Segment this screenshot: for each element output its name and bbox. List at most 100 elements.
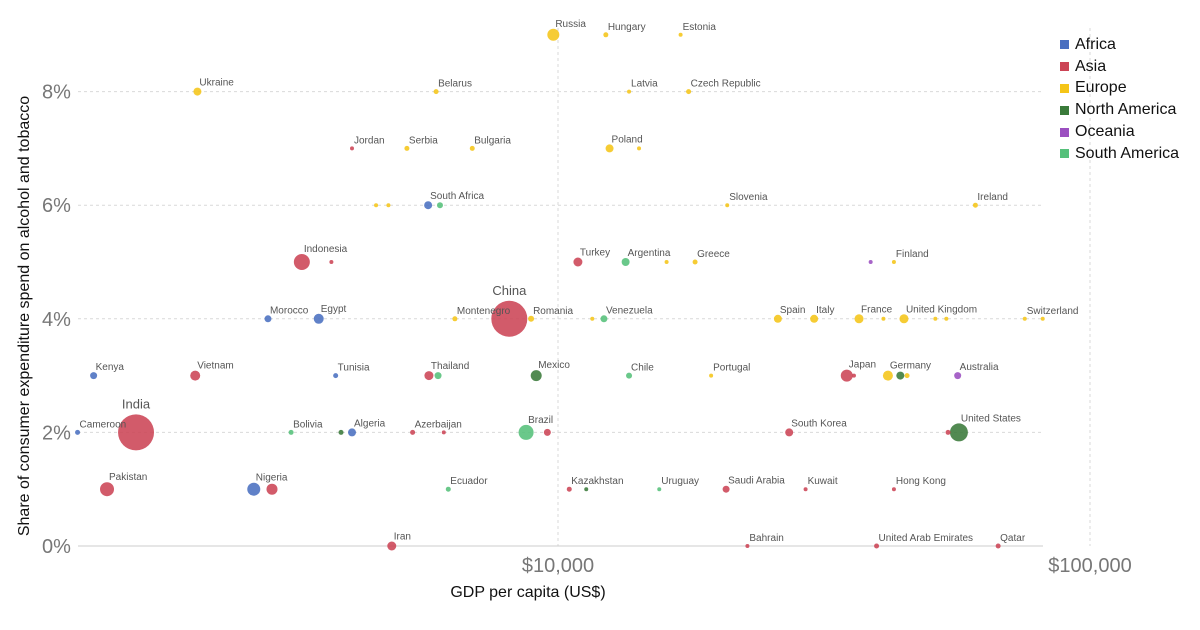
data-point: [626, 372, 633, 379]
data-point: [803, 487, 808, 492]
data-point: [945, 429, 951, 435]
data-point: [333, 373, 339, 379]
data-point: [348, 428, 357, 437]
legend: Africa Asia Europe North America Oceania Sout…: [1060, 34, 1179, 165]
x-tick-label: $10,000: [522, 555, 594, 577]
data-point: [543, 428, 551, 436]
data-point: [193, 87, 202, 96]
y-tick-label: 6%: [42, 195, 71, 217]
data-point-label: Portugal: [713, 363, 750, 374]
data-point-label: Algeria: [354, 418, 386, 429]
data-point: [338, 429, 344, 435]
data-point: [722, 485, 730, 493]
data-point: [600, 315, 608, 323]
legend-swatch: [1060, 40, 1069, 50]
data-point: [944, 316, 949, 321]
legend-item: Africa: [1060, 34, 1179, 56]
data-point-label: Saudi Arabia: [728, 476, 785, 487]
data-point: [445, 486, 451, 492]
data-point: [530, 370, 542, 382]
x-axis-tick-labels: $10,000 $100,000: [522, 555, 1132, 577]
data-point-label: Nigeria: [256, 473, 288, 484]
data-point-label: Italy: [816, 305, 834, 316]
data-point: [678, 32, 683, 37]
data-point-label: Thailand: [431, 361, 469, 372]
data-point: [854, 314, 864, 324]
data-point: [851, 373, 856, 378]
data-point: [891, 260, 896, 264]
legend-label: Africa: [1075, 35, 1116, 53]
data-point: [436, 202, 443, 209]
data-point-label: Kazakhstan: [571, 476, 623, 487]
data-point: [692, 259, 698, 265]
legend-item: Asia: [1060, 56, 1179, 78]
data-point: [627, 89, 632, 94]
data-point-label: United Kingdom: [906, 304, 977, 315]
data-point: [518, 424, 534, 440]
data-point: [441, 430, 446, 435]
data-point: [590, 316, 595, 321]
data-point-label: Germany: [890, 361, 931, 372]
data-point: [264, 315, 272, 323]
data-point: [452, 316, 458, 322]
data-point-label: Ireland: [977, 192, 1008, 203]
data-point-labels: Russia Hungary Estonia Ukraine Belarus Latvia…: [80, 19, 1079, 544]
data-point: [709, 373, 714, 378]
data-point-label: United States: [961, 413, 1021, 424]
legend-swatch: [1060, 127, 1069, 137]
data-point-label: Vietnam: [197, 361, 234, 372]
data-point-label: Hong Kong: [896, 476, 946, 487]
legend-item: North America: [1060, 99, 1179, 121]
data-point: [374, 203, 379, 208]
data-point-label: Morocco: [270, 305, 309, 316]
data-point-label: Azerbaijan: [415, 419, 462, 430]
data-point: [434, 372, 442, 380]
data-point: [637, 146, 642, 151]
data-point-label: France: [861, 304, 893, 315]
data-point: [881, 316, 886, 321]
data-point: [745, 544, 750, 548]
data-point: [266, 483, 278, 495]
data-point-label: Pakistan: [109, 472, 147, 483]
data-point-label: South Africa: [430, 191, 484, 202]
data-point-label: Cameroon: [80, 419, 127, 430]
data-point: [868, 260, 873, 264]
legend-swatch: [1060, 83, 1069, 93]
y-tick-label: 4%: [42, 309, 71, 331]
data-point-label: Ukraine: [199, 78, 234, 89]
data-point: [840, 369, 853, 382]
y-axis-label: Share of consumer expenditure spend on a…: [16, 96, 33, 536]
data-point: [424, 201, 433, 210]
data-point: [621, 258, 630, 266]
data-point: [288, 429, 294, 435]
data-point-label: Finland: [896, 249, 929, 260]
data-point-label: India: [122, 396, 151, 411]
data-point-label: United Arab Emirates: [879, 533, 974, 544]
data-point: [785, 428, 794, 437]
data-point-label: Turkey: [580, 248, 610, 259]
y-tick-label: 2%: [42, 422, 71, 444]
data-point: [573, 257, 583, 267]
data-point-label: Montenegro: [457, 306, 511, 317]
data-point: [584, 487, 589, 492]
data-point: [313, 313, 324, 324]
legend-item: Oceania: [1060, 121, 1179, 143]
data-point: [954, 372, 962, 380]
data-point: [891, 487, 896, 492]
data-point-label: Estonia: [683, 22, 717, 33]
data-point: [603, 32, 609, 38]
legend-swatch: [1060, 149, 1069, 159]
data-point: [90, 372, 98, 380]
legend-swatch: [1060, 62, 1069, 72]
data-point: [1040, 316, 1045, 321]
data-point: [896, 371, 905, 380]
data-points: [75, 28, 1045, 551]
legend-swatch: [1060, 105, 1069, 115]
data-point: [100, 482, 115, 497]
legend-item: South America: [1060, 143, 1179, 165]
data-point: [657, 487, 662, 492]
data-point: [528, 315, 535, 322]
data-point: [404, 145, 410, 151]
legend-label: North America: [1075, 101, 1177, 119]
data-point-label: Japan: [849, 360, 876, 371]
